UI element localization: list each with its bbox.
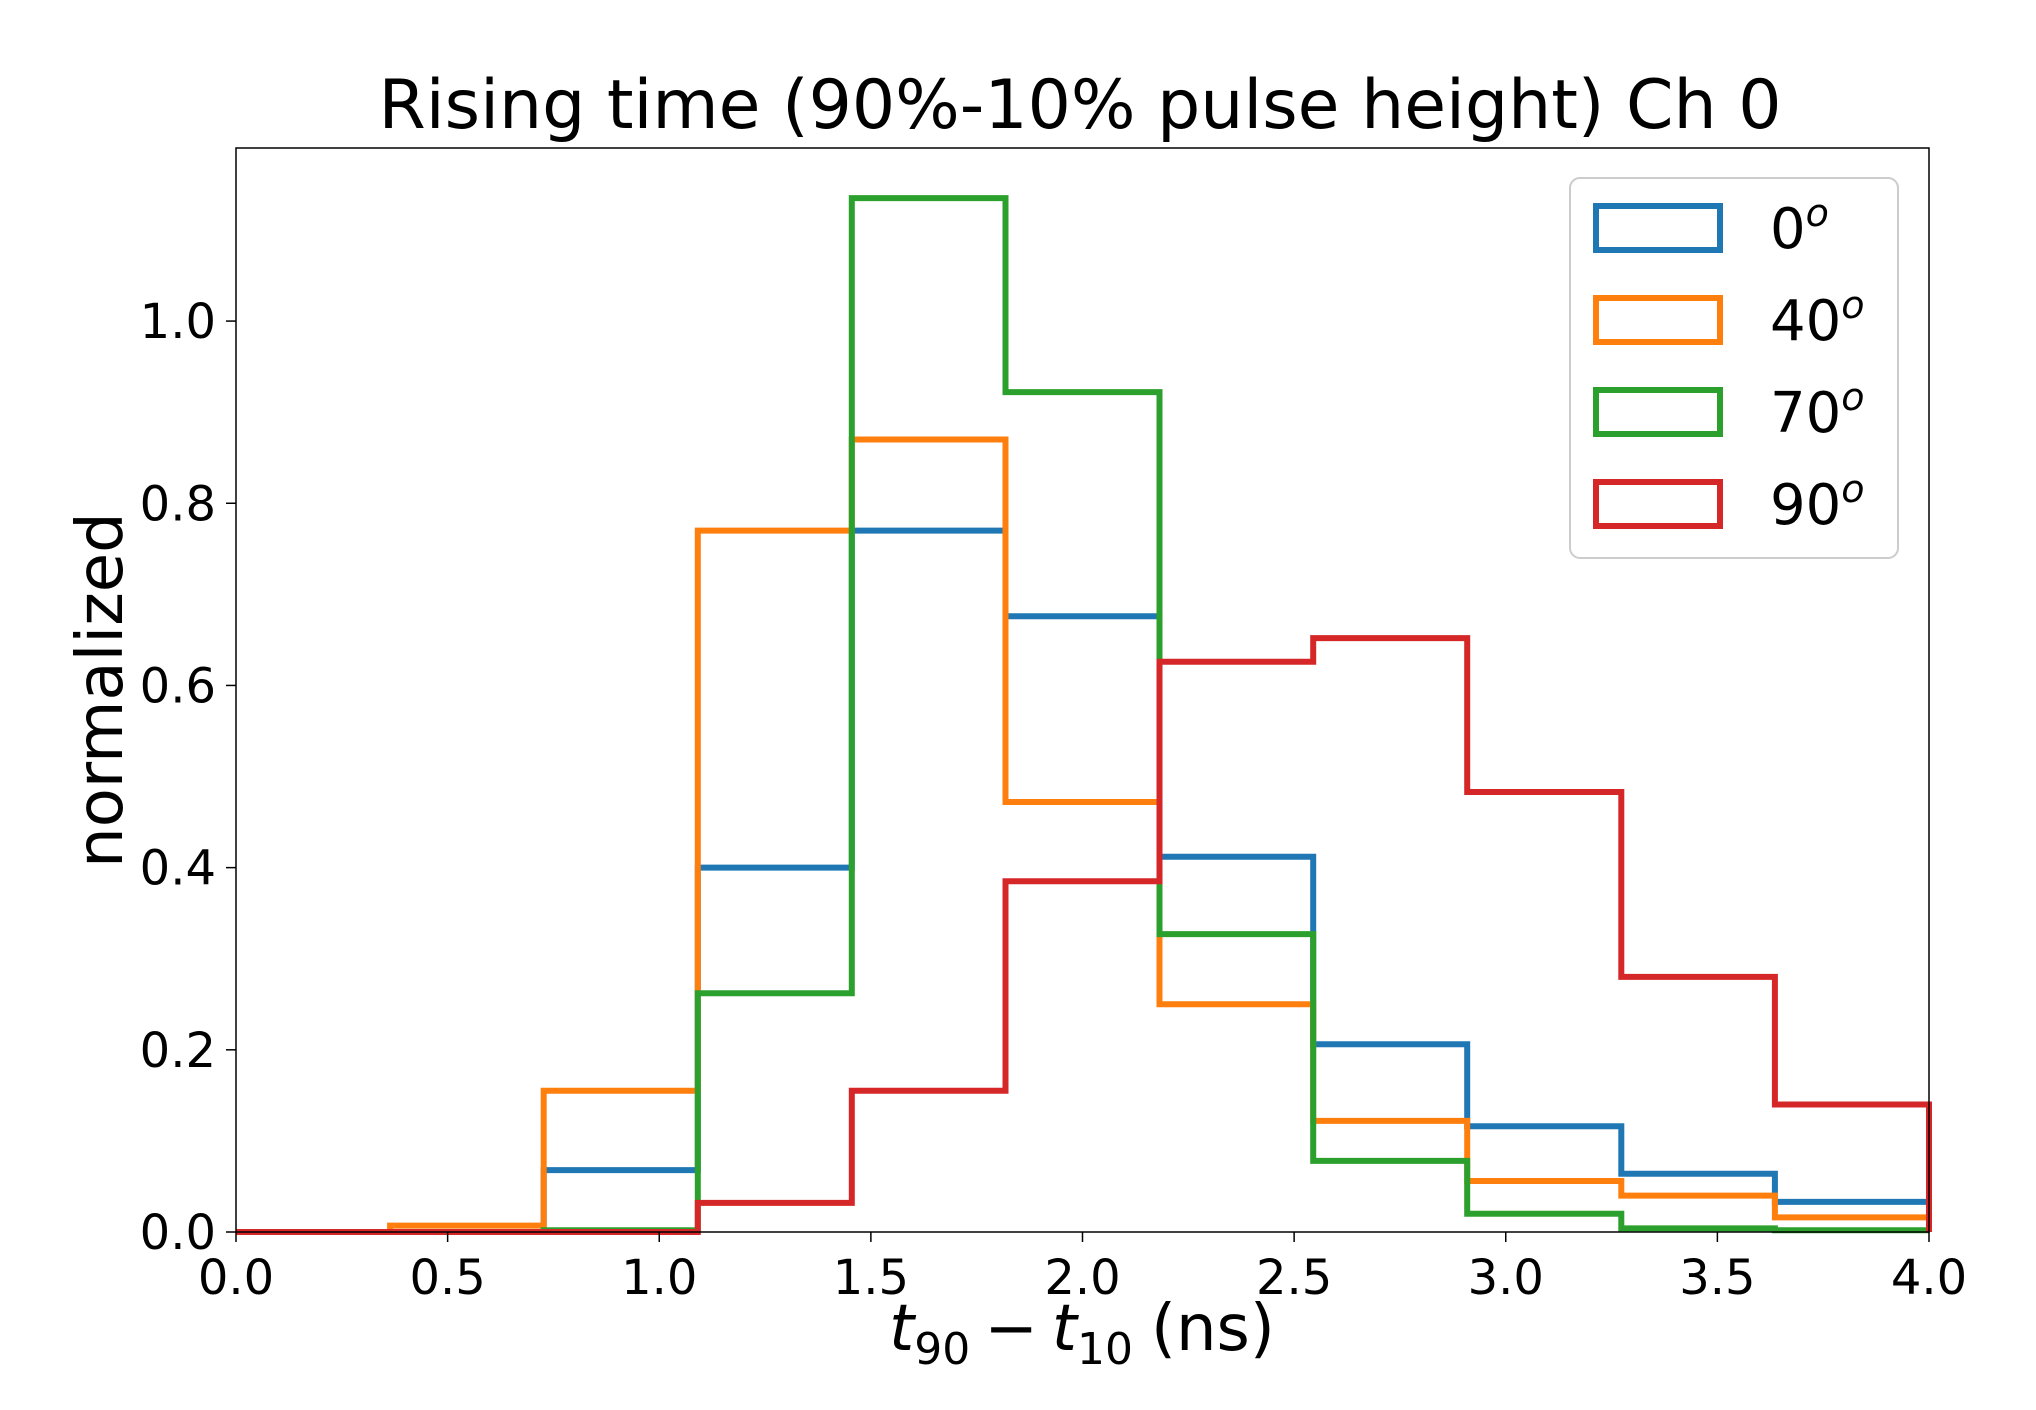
legend-swatch-90 (1593, 479, 1723, 529)
y-tick-label: 1.0 (140, 294, 216, 350)
x-label-minus: − (984, 1292, 1038, 1366)
x-tick-label: 4.0 (1891, 1250, 1967, 1306)
legend-label-70: 70o (1770, 375, 1865, 446)
legend-label-0: 0o (1770, 191, 1829, 262)
x-tick-label: 2.5 (1256, 1250, 1332, 1306)
x-label-unit: (ns) (1151, 1292, 1275, 1366)
y-tick-label: 0.8 (140, 476, 216, 532)
legend-swatch-0 (1593, 203, 1723, 253)
x-label-t90-sub: 90 (914, 1324, 970, 1375)
x-tick-label: 3.5 (1679, 1250, 1755, 1306)
x-label-t10-sub: 10 (1077, 1324, 1133, 1375)
x-tick-label: 0.0 (198, 1250, 274, 1306)
legend: 0o 40o 70o 90o (1569, 177, 1899, 559)
series-line-90 (236, 635, 1932, 1235)
legend-swatch-40 (1593, 295, 1723, 345)
legend-swatch-70 (1593, 387, 1723, 437)
x-tick-label: 2.0 (1044, 1250, 1120, 1306)
legend-label-90: 90o (1770, 467, 1865, 538)
chart-title: Rising time (90%-10% pulse height) Ch 0 (379, 66, 1782, 145)
y-axis-label: normalized (64, 512, 138, 868)
y-tick-label: 0.6 (140, 658, 216, 714)
x-axis-label: t90− t10 (ns) (889, 1292, 1275, 1375)
y-tick-label: 0.4 (140, 841, 216, 897)
x-axis-ticks: 0.0 0.5 1.0 1.5 2.0 2.5 3.0 3.5 4.0 (198, 1232, 1967, 1306)
x-label-t90-var: t (889, 1292, 917, 1366)
x-label-t10-var: t (1052, 1292, 1080, 1366)
legend-frame (1569, 177, 1899, 559)
legend-label-40: 40o (1770, 283, 1865, 354)
series-layer (236, 195, 1932, 1235)
y-tick-label: 0.2 (140, 1023, 216, 1079)
y-tick-label: 0.0 (140, 1205, 216, 1261)
x-tick-label: 3.0 (1468, 1250, 1544, 1306)
x-tick-label: 1.0 (621, 1250, 697, 1306)
y-axis-ticks: 0.0 0.2 0.4 0.6 0.8 1.0 (140, 294, 236, 1261)
x-tick-label: 1.5 (833, 1250, 909, 1306)
x-tick-label: 0.5 (409, 1250, 485, 1306)
